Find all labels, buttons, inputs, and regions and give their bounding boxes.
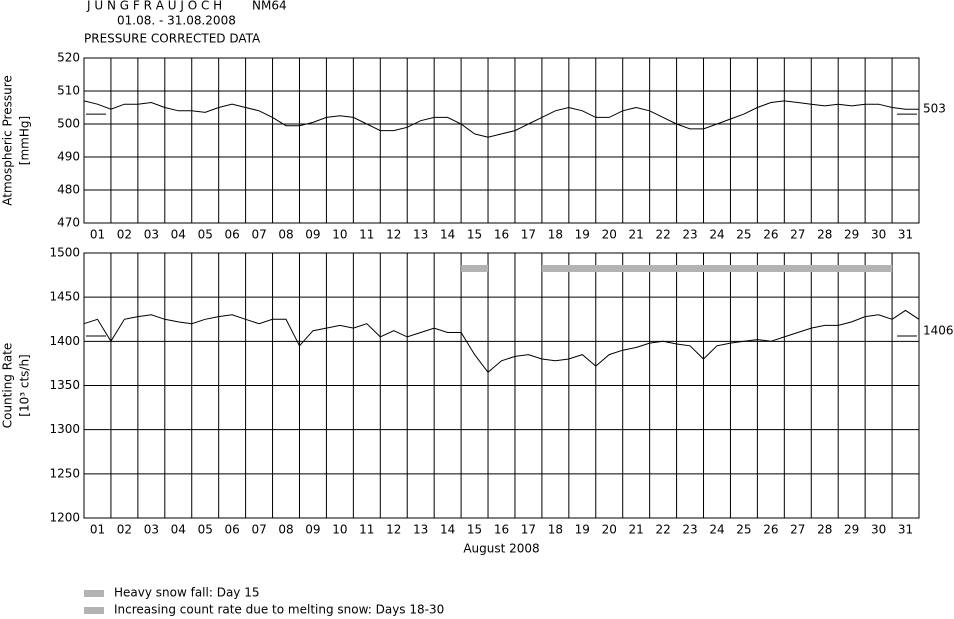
y-tick-label: 1450 xyxy=(49,290,80,304)
x-tick-label: 29 xyxy=(844,228,859,242)
x-tick-label: 20 xyxy=(602,523,617,537)
x-tick-label: 18 xyxy=(548,228,563,242)
x-tick-label: 11 xyxy=(359,523,374,537)
y-tick-label: 1250 xyxy=(49,466,80,480)
x-tick-label: 18 xyxy=(548,523,563,537)
x-axis-label: August 2008 xyxy=(463,542,539,556)
x-tick-label: 30 xyxy=(871,228,886,242)
station: J U N G F R A U J O C H xyxy=(86,0,222,13)
legend-swatch xyxy=(84,590,104,597)
x-tick-label: 08 xyxy=(278,523,293,537)
x-tick-label: 20 xyxy=(602,228,617,242)
y-tick-label: 470 xyxy=(57,216,80,230)
x-tick-label: 01 xyxy=(90,228,105,242)
x-tick-label: 12 xyxy=(386,228,401,242)
y-tick-label: 520 xyxy=(57,51,80,65)
y-tick-label: 1300 xyxy=(49,422,80,436)
x-tick-label: 03 xyxy=(144,523,159,537)
x-tick-label: 22 xyxy=(655,228,670,242)
x-tick-label: 28 xyxy=(817,228,832,242)
x-tick-label: 11 xyxy=(359,228,374,242)
x-tick-label: 27 xyxy=(790,523,805,537)
x-tick-label: 28 xyxy=(817,523,832,537)
x-tick-label: 05 xyxy=(198,228,213,242)
x-tick-label: 07 xyxy=(251,523,266,537)
detector: NM64 xyxy=(252,0,287,13)
x-tick-label: 09 xyxy=(305,228,320,242)
y-axis-label: Counting Rate xyxy=(1,343,15,429)
x-tick-label: 19 xyxy=(575,523,590,537)
x-tick-label: 23 xyxy=(682,228,697,242)
y-tick-label: 1400 xyxy=(49,334,80,348)
y-tick-label: 480 xyxy=(57,183,80,197)
x-tick-label: 21 xyxy=(629,523,644,537)
plot-frame xyxy=(83,57,920,224)
y-tick-label: 1500 xyxy=(49,246,80,260)
y-axis-label: Atmospheric Pressure xyxy=(1,75,15,206)
x-tick-label: 17 xyxy=(521,228,536,242)
x-tick-label: 19 xyxy=(575,228,590,242)
legend-label: Heavy snow fall: Day 15 xyxy=(114,586,260,600)
x-tick-label: 10 xyxy=(332,228,347,242)
x-tick-label: 01 xyxy=(90,523,105,537)
x-tick-label: 09 xyxy=(305,523,320,537)
x-tick-label: 23 xyxy=(682,523,697,537)
x-tick-label: 12 xyxy=(386,523,401,537)
x-tick-label: 16 xyxy=(494,228,509,242)
x-tick-label: 15 xyxy=(467,523,482,537)
data-line xyxy=(83,100,919,138)
x-tick-label: 16 xyxy=(494,523,509,537)
x-tick-label: 04 xyxy=(171,228,186,242)
x-tick-label: 08 xyxy=(278,228,293,242)
reference-label: 1406 xyxy=(923,324,954,338)
x-tick-label: 06 xyxy=(225,228,240,242)
snow-band xyxy=(461,265,489,272)
x-tick-label: 31 xyxy=(898,228,913,242)
legend-label: Increasing count rate due to melting sno… xyxy=(114,603,444,617)
y-tick-label: 500 xyxy=(57,117,80,131)
x-tick-label: 21 xyxy=(629,228,644,242)
x-tick-label: 31 xyxy=(898,523,913,537)
y-tick-label: 1350 xyxy=(49,378,80,392)
y-tick-label: 510 xyxy=(57,84,80,98)
x-tick-label: 14 xyxy=(440,228,455,242)
legend-swatch xyxy=(84,607,104,614)
x-tick-label: 04 xyxy=(171,523,186,537)
x-tick-label: 10 xyxy=(332,523,347,537)
data-line xyxy=(83,309,920,374)
x-tick-label: 02 xyxy=(117,228,132,242)
x-tick-label: 26 xyxy=(763,228,778,242)
x-tick-label: 03 xyxy=(144,228,159,242)
x-tick-label: 07 xyxy=(251,228,266,242)
x-tick-label: 17 xyxy=(521,523,536,537)
subtitle: PRESSURE CORRECTED DATA xyxy=(84,32,261,46)
x-tick-label: 15 xyxy=(467,228,482,242)
x-tick-label: 29 xyxy=(844,523,859,537)
x-tick-label: 24 xyxy=(709,523,724,537)
y-tick-label: 490 xyxy=(57,150,80,164)
y-tick-label: 1200 xyxy=(49,511,80,525)
x-tick-label: 06 xyxy=(225,523,240,537)
x-tick-label: 27 xyxy=(790,228,805,242)
x-tick-label: 13 xyxy=(413,523,428,537)
x-tick-label: 30 xyxy=(871,523,886,537)
x-tick-label: 26 xyxy=(763,523,778,537)
reference-label: 503 xyxy=(923,102,946,116)
x-tick-label: 24 xyxy=(709,228,724,242)
y-axis-label: [mmHg] xyxy=(18,116,32,165)
x-tick-label: 05 xyxy=(198,523,213,537)
y-axis-label: [10³ cts/h] xyxy=(18,354,32,416)
x-tick-label: 25 xyxy=(736,228,751,242)
x-tick-label: 02 xyxy=(117,523,132,537)
x-tick-label: 22 xyxy=(655,523,670,537)
x-tick-label: 14 xyxy=(440,523,455,537)
snow-band xyxy=(541,265,893,272)
x-tick-label: 25 xyxy=(736,523,751,537)
x-tick-label: 13 xyxy=(413,228,428,242)
period: 01.08. - 31.08.2008 xyxy=(117,14,236,28)
